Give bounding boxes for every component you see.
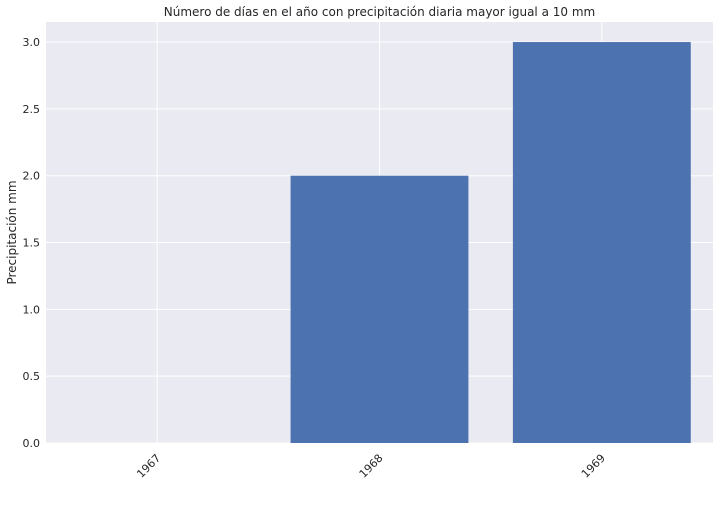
y-tick-label: 0.5 xyxy=(23,370,41,383)
y-tick-label: 2.5 xyxy=(23,103,41,116)
y-tick-label: 1.5 xyxy=(23,237,41,250)
x-axis-ticks: 1967 1968 1969 xyxy=(134,452,608,481)
y-axis-label: Precipitación mm xyxy=(5,180,19,284)
x-tick-label: 1967 xyxy=(134,452,163,481)
bars xyxy=(290,42,691,444)
bar-1968 xyxy=(290,175,469,443)
y-tick-label: 2.0 xyxy=(23,170,41,183)
y-tick-label: 0.0 xyxy=(23,437,41,450)
y-tick-label: 1.0 xyxy=(23,303,41,316)
chart-title: Número de días en el año con precipitaci… xyxy=(164,5,595,19)
bar-1969 xyxy=(512,42,691,444)
x-tick-label: 1969 xyxy=(579,452,608,481)
y-tick-label: 3.0 xyxy=(23,36,41,49)
y-axis-ticks: 0.0 0.5 1.0 1.5 2.0 2.5 3.0 xyxy=(23,36,41,450)
x-tick-label: 1968 xyxy=(357,452,386,481)
